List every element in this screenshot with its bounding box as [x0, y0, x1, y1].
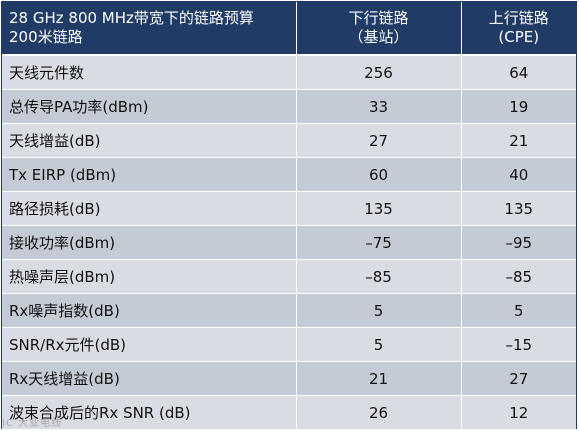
- uplink-column-header: 上行链路 (CPE): [460, 2, 576, 55]
- table-body: 天线元件数 256 64 总传导PA功率(dBm) 33 19 天线增益(dB)…: [2, 54, 576, 429]
- table-row: Rx噪声指数(dB) 5 5: [2, 293, 576, 328]
- table-row: 热噪声层(dBm) –85 –85: [2, 259, 576, 294]
- downlink-value: 256: [295, 54, 461, 90]
- uplink-value: 12: [460, 395, 576, 429]
- row-label: Rx噪声指数(dB): [2, 293, 296, 328]
- watermark: IC 大业电线: [2, 418, 63, 429]
- uplink-value: 21: [460, 123, 576, 158]
- uplink-value: –15: [460, 327, 576, 362]
- table-row: 接收功率(dBm) –75 –95: [2, 225, 576, 260]
- table-row: 路径损耗(dB) 135 135: [2, 191, 576, 226]
- table-header-row: 28 GHz 800 MHz带宽下的链路预算 200米链路 下行链路 （基站） …: [2, 2, 576, 55]
- uplink-value: –95: [460, 225, 576, 260]
- downlink-value: –85: [295, 259, 461, 294]
- downlink-value: 33: [295, 89, 461, 124]
- downlink-column-header: 下行链路 （基站）: [295, 2, 461, 55]
- uplink-value: –85: [460, 259, 576, 294]
- row-label: 路径损耗(dB): [2, 191, 296, 226]
- table-row: 天线元件数 256 64: [2, 54, 576, 90]
- row-label: 波束合成后的Rx SNR (dB): [2, 395, 296, 429]
- table-title-line2: 200米链路: [9, 28, 83, 46]
- downlink-header-line2: （基站）: [348, 28, 409, 46]
- table-row: 波束合成后的Rx SNR (dB) 26 12: [2, 395, 576, 429]
- uplink-value: 19: [460, 89, 576, 124]
- table-row: 天线增益(dB) 27 21: [2, 123, 576, 158]
- row-label: 天线元件数: [2, 54, 296, 90]
- table-row: Rx天线增益(dB) 21 27: [2, 361, 576, 396]
- row-label: 热噪声层(dBm): [2, 259, 296, 294]
- downlink-value: 27: [295, 123, 461, 158]
- downlink-value: 21: [295, 361, 461, 396]
- downlink-header-line1: 下行链路: [348, 9, 409, 27]
- row-label: 接收功率(dBm): [2, 225, 296, 260]
- downlink-value: 60: [295, 157, 461, 192]
- uplink-value: 40: [460, 157, 576, 192]
- row-label: Tx EIRP (dBm): [2, 157, 296, 192]
- downlink-value: 5: [295, 327, 461, 362]
- uplink-header-line1: 上行链路: [488, 9, 549, 27]
- table-row: Tx EIRP (dBm) 60 40: [2, 157, 576, 192]
- row-label: 天线增益(dB): [2, 123, 296, 158]
- uplink-value: 135: [460, 191, 576, 226]
- row-label: 总传导PA功率(dBm): [2, 89, 296, 124]
- table-row: SNR/Rx元件(dB) 5 –15: [2, 327, 576, 362]
- uplink-header-line2: (CPE): [498, 28, 540, 46]
- table-title-header: 28 GHz 800 MHz带宽下的链路预算 200米链路: [2, 2, 296, 55]
- downlink-value: 135: [295, 191, 461, 226]
- uplink-value: 27: [460, 361, 576, 396]
- uplink-value: 64: [460, 54, 576, 90]
- table-title-line1: 28 GHz 800 MHz带宽下的链路预算: [9, 9, 254, 27]
- downlink-value: 26: [295, 395, 461, 429]
- row-label: Rx天线增益(dB): [2, 361, 296, 396]
- table-row: 总传导PA功率(dBm) 33 19: [2, 89, 576, 124]
- row-label: SNR/Rx元件(dB): [2, 327, 296, 362]
- downlink-value: 5: [295, 293, 461, 328]
- uplink-value: 5: [460, 293, 576, 328]
- downlink-value: –75: [295, 225, 461, 260]
